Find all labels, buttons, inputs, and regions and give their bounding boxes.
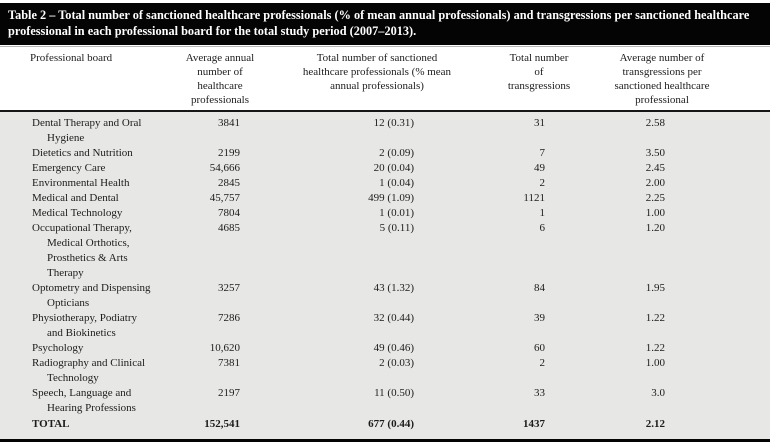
avg-professionals-cell: 7804: [218, 207, 240, 219]
board-cell: Medical and Dental: [32, 192, 119, 204]
transgressions-cell: 49: [534, 162, 545, 174]
avg-professionals-cell: 7286: [218, 312, 240, 324]
column-header-professional-board: Professional board: [0, 46, 170, 112]
table-row: Medical and Dental 45,757 499 (1.09) 1121 2.…: [0, 191, 770, 206]
transgressions-cell: 2: [539, 177, 546, 189]
avg-professionals-cell: 2199: [218, 147, 240, 159]
sanctioned-cell: 677 (0.44): [368, 418, 414, 430]
table-row: Medical Technology 7804 1 (0.01) 1 1.00: [0, 206, 770, 221]
table-row: Psychology 10,620 49 (0.46) 60 1.22: [0, 341, 770, 356]
avg-transgressions-cell: 1.22: [645, 312, 665, 324]
sanctioned-cell: 12 (0.31): [373, 117, 414, 129]
avg-professionals-cell: 3257: [218, 282, 240, 294]
table-row: Occupational Therapy, Medical Orthotics,…: [0, 221, 770, 281]
table-row: Radiography and Clinical Technology 7381 2…: [0, 356, 770, 386]
column-header-avg-transgressions: Average number of transgressions per san…: [594, 46, 770, 112]
sanctioned-cell: 2 (0.03): [379, 357, 414, 369]
sanctioned-cell: 49 (0.46): [373, 342, 414, 354]
avg-professionals-cell: 4685: [218, 222, 240, 234]
board-cell: Physiotherapy, Podiatry and Biokinetics: [32, 312, 137, 339]
sanctioned-cell: 32 (0.44): [373, 312, 414, 324]
sanctioned-cell: 2 (0.09): [379, 147, 414, 159]
table-row: Dental Therapy and Oral Hygiene 3841 12 (0…: [0, 111, 770, 146]
table-row: Emergency Care 54,666 20 (0.04) 49 2.45: [0, 161, 770, 176]
sanctioned-cell: 1 (0.04): [379, 177, 414, 189]
transgressions-cell: 33: [534, 387, 545, 399]
table-row: Environmental Health 2845 1 (0.04) 2 2.00: [0, 176, 770, 191]
transgressions-cell: 7: [539, 147, 546, 159]
table-body: Dental Therapy and Oral Hygiene 3841 12 (0…: [0, 111, 770, 441]
table-row: Optometry and Dispensing Opticians 3257 43…: [0, 281, 770, 311]
sanctioned-cell: 5 (0.11): [379, 222, 414, 234]
table-row: Speech, Language and Hearing Professions…: [0, 386, 770, 416]
avg-professionals-cell: 3841: [218, 117, 240, 129]
board-cell: Medical Technology: [32, 207, 123, 219]
transgressions-cell: 1437: [523, 418, 545, 430]
avg-transgressions-cell: 2.25: [645, 192, 665, 204]
column-header-total-transgressions: Total number of transgressions: [484, 46, 594, 112]
transgressions-cell: 1121: [523, 192, 545, 204]
board-cell: Occupational Therapy, Medical Orthotics,…: [32, 222, 132, 279]
table-row: Dietetics and Nutrition 2199 2 (0.09) 7 3.50: [0, 146, 770, 161]
board-cell: Emergency Care: [32, 162, 106, 174]
avg-professionals-cell: 2197: [218, 387, 240, 399]
board-cell: TOTAL: [32, 418, 70, 430]
avg-transgressions-cell: 1.20: [645, 222, 665, 234]
table-header: Professional board Average annual number…: [0, 46, 770, 112]
avg-professionals-cell: 54,666: [209, 162, 240, 174]
data-table: Professional board Average annual number…: [0, 46, 770, 442]
avg-transgressions-cell: 2.58: [645, 117, 665, 129]
board-cell: Dental Therapy and Oral Hygiene: [32, 117, 142, 144]
sanctioned-cell: 1 (0.01): [379, 207, 414, 219]
sanctioned-cell: 20 (0.04): [373, 162, 414, 174]
avg-professionals-cell: 10,620: [209, 342, 240, 354]
avg-professionals-cell: 152,541: [204, 418, 240, 430]
board-cell: Psychology: [32, 342, 84, 354]
avg-transgressions-cell: 2.12: [645, 418, 665, 430]
total-row: TOTAL 152,541 677 (0.44) 1437 2.12: [0, 416, 770, 441]
board-cell: Optometry and Dispensing Opticians: [32, 282, 151, 309]
sanctioned-cell: 499 (1.09): [368, 192, 414, 204]
transgressions-cell: 6: [539, 222, 546, 234]
avg-transgressions-cell: 1.95: [645, 282, 665, 294]
transgressions-cell: 39: [534, 312, 545, 324]
avg-professionals-cell: 45,757: [209, 192, 240, 204]
sanctioned-cell: 43 (1.32): [373, 282, 414, 294]
avg-transgressions-cell: 3.50: [645, 147, 665, 159]
table-row: Physiotherapy, Podiatry and Biokinetics 7…: [0, 311, 770, 341]
board-cell: Radiography and Clinical Technology: [32, 357, 146, 384]
avg-transgressions-cell: 3.0: [651, 387, 665, 399]
transgressions-cell: 31: [534, 117, 545, 129]
avg-transgressions-cell: 2.00: [645, 177, 665, 189]
table-caption: Table 2 – Total number of sanctioned hea…: [0, 3, 770, 45]
board-cell: Speech, Language and Hearing Professions: [32, 387, 136, 414]
column-header-sanctioned-professionals: Total number of sanctioned healthcare pr…: [270, 46, 484, 112]
avg-transgressions-cell: 1.00: [645, 357, 665, 369]
transgressions-cell: 2: [539, 357, 546, 369]
board-cell: Dietetics and Nutrition: [32, 147, 133, 159]
avg-professionals-cell: 7381: [218, 357, 240, 369]
avg-professionals-cell: 2845: [218, 177, 240, 189]
sanctioned-cell: 11 (0.50): [374, 387, 414, 399]
avg-transgressions-cell: 1.22: [645, 342, 665, 354]
column-header-average-annual-professionals: Average annual number of healthcare prof…: [170, 46, 270, 112]
avg-transgressions-cell: 2.45: [645, 162, 665, 174]
transgressions-cell: 60: [534, 342, 545, 354]
transgressions-cell: 84: [534, 282, 545, 294]
transgressions-cell: 1: [539, 207, 546, 219]
board-cell: Environmental Health: [32, 177, 130, 189]
avg-transgressions-cell: 1.00: [645, 207, 665, 219]
header-row: Professional board Average annual number…: [0, 46, 770, 112]
